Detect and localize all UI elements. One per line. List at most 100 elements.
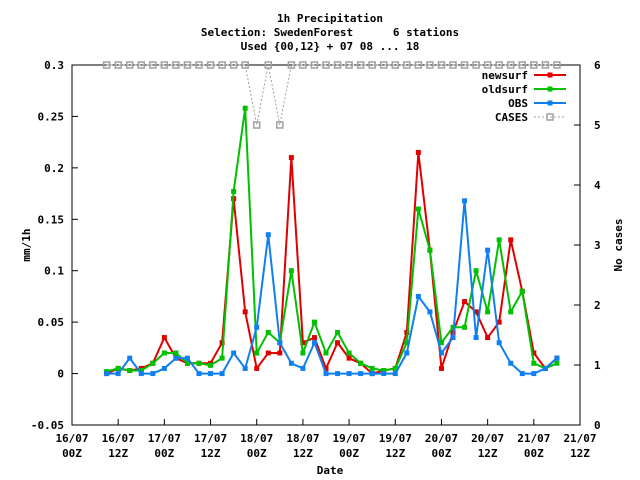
x-tick-label: 18/07 12Z <box>286 432 320 460</box>
marker <box>242 105 248 111</box>
y-tick-label: 0.25 <box>38 110 65 123</box>
legend-label: oldsurf <box>482 83 528 96</box>
x-tick-label: 17/07 12Z <box>193 432 228 460</box>
marker <box>219 355 225 361</box>
marker <box>415 293 421 299</box>
y2-tick-label: 0 <box>594 419 601 432</box>
marker <box>242 365 248 371</box>
marker <box>496 340 502 346</box>
marker <box>508 237 514 243</box>
x-tick-label: 20/07 12Z <box>471 432 505 460</box>
series-line <box>106 64 557 126</box>
legend-marker <box>547 72 553 78</box>
marker <box>138 367 144 373</box>
marker <box>219 371 225 377</box>
y2-tick-label: 4 <box>594 179 601 192</box>
marker <box>242 309 248 315</box>
marker <box>368 61 376 69</box>
marker <box>358 360 364 366</box>
marker <box>287 61 296 69</box>
legend-label: newsurf <box>482 69 528 82</box>
marker <box>438 365 444 371</box>
marker <box>345 61 353 69</box>
marker <box>495 61 503 69</box>
y-tick-label: 0.05 <box>38 316 65 329</box>
marker <box>196 371 202 377</box>
marker <box>346 371 352 377</box>
marker <box>265 329 271 335</box>
marker <box>519 371 525 377</box>
marker <box>437 61 446 69</box>
y-tick-label: 0.15 <box>38 213 65 226</box>
marker <box>554 360 560 366</box>
marker <box>462 299 468 305</box>
chart-subtitle: Used {00,12} + 07 08 ... 18 <box>241 40 420 53</box>
x-tick-label: 16/07 00Z <box>55 432 89 460</box>
marker <box>310 61 319 69</box>
marker <box>508 309 514 315</box>
marker <box>381 371 387 377</box>
marker <box>299 61 307 69</box>
marker <box>114 61 122 69</box>
marker <box>104 371 110 377</box>
x-tick-label: 19/07 12Z <box>378 432 412 460</box>
x-tick-label: 20/07 00Z <box>424 432 459 460</box>
marker <box>391 61 400 69</box>
marker <box>196 360 202 366</box>
marker <box>531 360 537 366</box>
marker <box>369 371 375 377</box>
marker <box>415 149 421 155</box>
marker <box>323 350 329 356</box>
series-line <box>106 108 558 373</box>
marker <box>218 61 226 69</box>
marker <box>277 340 283 346</box>
marker <box>346 350 352 356</box>
marker <box>333 61 342 69</box>
marker <box>125 61 134 69</box>
marker <box>288 360 294 366</box>
marker <box>415 206 421 212</box>
marker <box>542 365 548 371</box>
marker <box>438 350 444 356</box>
marker <box>485 335 491 341</box>
marker <box>254 324 260 330</box>
marker <box>206 61 215 69</box>
marker <box>403 61 411 69</box>
marker <box>254 365 260 371</box>
marker <box>219 340 225 346</box>
legend-label: OBS <box>508 97 528 110</box>
marker <box>127 367 133 373</box>
marker <box>229 61 238 69</box>
marker <box>115 371 121 377</box>
y2-axis-label: No cases <box>612 219 625 272</box>
x-tick-label: 19/07 00Z <box>332 432 366 460</box>
marker <box>427 309 433 315</box>
x-tick-label: 18/07 00Z <box>240 432 274 460</box>
marker <box>554 355 560 361</box>
marker <box>265 232 271 238</box>
y2-tick-label: 3 <box>594 239 601 252</box>
marker <box>531 350 537 356</box>
marker <box>553 61 561 69</box>
marker <box>288 268 294 274</box>
series-line <box>106 152 558 375</box>
marker <box>519 288 525 294</box>
marker <box>173 355 179 361</box>
y-axis-label: mm/1h <box>20 228 33 261</box>
marker <box>392 365 398 371</box>
marker <box>335 329 341 335</box>
marker <box>288 155 294 161</box>
y2-tick-label: 6 <box>594 59 601 72</box>
marker <box>184 355 190 361</box>
marker <box>530 61 538 69</box>
marker <box>358 371 364 377</box>
marker <box>277 350 283 356</box>
marker <box>518 61 527 69</box>
marker <box>300 350 306 356</box>
marker <box>356 61 365 69</box>
marker <box>322 61 330 69</box>
y-tick-label: 0.1 <box>44 265 64 278</box>
marker <box>404 340 410 346</box>
marker <box>496 319 502 325</box>
